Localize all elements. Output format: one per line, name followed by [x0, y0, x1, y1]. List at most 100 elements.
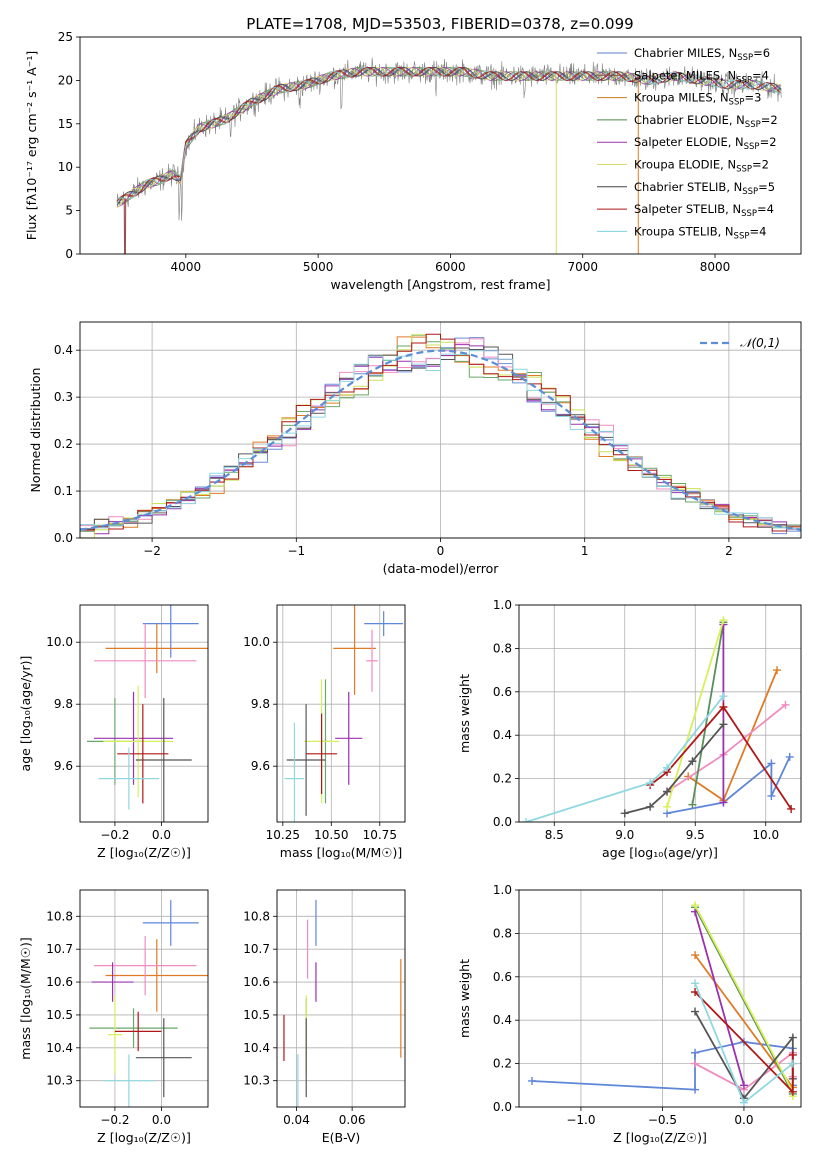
y-tick-label: 0.0 — [54, 531, 73, 545]
gaussian-reference-line — [80, 349, 801, 531]
x-axis-label: E(B-V) — [322, 1130, 361, 1145]
plus-marker — [663, 787, 672, 796]
y-tick-label: 10.5 — [46, 1008, 73, 1022]
axes-frame — [79, 321, 802, 539]
legend: Chabrier MILES, NSSP=6 Salpeter MILES, NS… — [597, 46, 778, 241]
y-tick-label: 1.0 — [493, 598, 512, 612]
x-tick-label: 0.0 — [734, 1113, 753, 1127]
age-vs-mass-panel: 10.25 10.50 10.75 9.6 9.8 10.0 mass [log₁₀(M/M… — [243, 604, 406, 860]
x-tick-label: 5000 — [303, 260, 334, 274]
axes-frame — [518, 889, 802, 1108]
y-tick-label: 0.6 — [493, 685, 512, 699]
x-tick-label: 0.0 — [152, 828, 171, 842]
plus-marker — [773, 666, 782, 675]
y-tick-label: 0.2 — [493, 772, 512, 786]
plus-marker — [739, 1098, 748, 1107]
x-tick-label: −1 — [287, 544, 305, 558]
x-tick-label: 0.06 — [339, 1113, 366, 1127]
legend-label: Chabrier MILES, NSSP=6 — [634, 46, 770, 63]
legend-label: Kroupa STELIB, NSSP=4 — [634, 224, 766, 241]
y-tick-label: 10.8 — [243, 909, 270, 923]
plot-area — [284, 605, 404, 822]
plus-marker — [646, 778, 655, 787]
y-tick-label: 0.4 — [54, 343, 73, 357]
plot-area — [89, 899, 208, 1107]
y-tick-label: 25 — [58, 30, 73, 44]
plus-marker — [719, 720, 728, 729]
legend-label: Chabrier ELODIE, NSSP=2 — [634, 113, 778, 130]
y-tick-label: 20 — [58, 73, 73, 87]
x-tick-label: −0.2 — [100, 828, 129, 842]
histogram-step-line — [80, 350, 801, 530]
plus-marker — [688, 757, 697, 766]
plus-marker — [719, 616, 728, 625]
y-tick-label: 0.2 — [493, 1057, 512, 1071]
y-axis-label: mass weight — [457, 674, 472, 753]
mass-weight-line — [624, 723, 725, 815]
x-axis-label: age [log₁₀(age/yr)] — [602, 845, 718, 860]
axes-frame — [276, 889, 406, 1108]
plus-marker — [663, 763, 672, 772]
x-tick-label: 7000 — [567, 260, 598, 274]
y-tick-label: 9.6 — [251, 759, 270, 773]
spectrum-panel: 4000 5000 6000 7000 8000 0 5 10 15 20 25 wavelength… — [24, 30, 802, 292]
y-tick-label: 10.7 — [243, 942, 270, 956]
x-tick-label: 10.50 — [314, 828, 348, 842]
y-tick-label: 0.4 — [493, 1013, 512, 1027]
plus-marker — [522, 818, 531, 822]
plus-marker — [691, 979, 700, 988]
plus-marker — [620, 809, 629, 818]
y-tick-label: 0.0 — [493, 1100, 512, 1114]
mass-weight-line — [694, 911, 745, 1086]
y-tick-label: 10.5 — [243, 1008, 270, 1022]
plus-marker — [787, 804, 796, 813]
x-tick-label: 6000 — [435, 260, 466, 274]
legend-label: Kroupa MILES, NSSP=3 — [634, 91, 761, 108]
y-tick-label: 9.8 — [251, 697, 270, 711]
plus-marker — [719, 692, 728, 701]
y-tick-label: 10.3 — [243, 1074, 270, 1088]
y-tick-label: 10.8 — [46, 909, 73, 923]
plus-marker — [788, 1050, 797, 1059]
x-tick-label: 2 — [725, 544, 733, 558]
y-tick-label: 0.2 — [54, 437, 73, 451]
legend-label: Salpeter MILES, NSSP=4 — [634, 68, 769, 85]
x-tick-label: 8000 — [700, 260, 731, 274]
plus-marker — [719, 702, 728, 711]
legend-label: Chabrier STELIB, NSSP=5 — [634, 180, 775, 197]
y-tick-label: 0.1 — [54, 484, 73, 498]
x-axis-label: wavelength [Angstrom, rest frame] — [330, 277, 550, 292]
y-tick-label: 9.8 — [54, 697, 73, 711]
plus-marker — [781, 700, 790, 709]
plus-marker — [688, 800, 697, 809]
x-tick-label: 10.0 — [752, 828, 779, 842]
y-axis-label: Flux [fλ10⁻¹⁷ erg cm⁻² s⁻¹ A⁻¹] — [24, 51, 39, 240]
x-tick-label: 9.5 — [686, 828, 705, 842]
y-tick-label: 10.0 — [46, 635, 73, 649]
plot-area — [522, 616, 796, 822]
plot-area — [80, 333, 801, 538]
x-tick-label: 0 — [437, 544, 445, 558]
y-axis-label: Normed distribution — [28, 368, 43, 493]
plus-marker — [646, 802, 655, 811]
x-axis-label: mass [log₁₀(M/M☉)] — [280, 845, 402, 860]
y-tick-label: 0.8 — [493, 641, 512, 655]
plus-marker — [785, 752, 794, 761]
plus-marker — [767, 791, 776, 800]
plot-area — [283, 899, 402, 1107]
y-tick-label: 9.6 — [54, 759, 73, 773]
axes-frame — [79, 889, 209, 1108]
plus-marker — [767, 759, 776, 768]
mass-vs-metallicity-panel: −0.2 0.0 10.3 10.4 10.5 10.6 10.7 10.8 Z [log₁₀(… — [18, 889, 209, 1145]
residual-histogram-panel: −2 −1 0 1 2 0.0 0.1 0.2 0.3 0.4 (data-model)/error… — [28, 321, 802, 576]
plus-marker — [719, 798, 728, 807]
plus-marker — [788, 1087, 797, 1096]
y-tick-label: 0.4 — [493, 728, 512, 742]
x-tick-label: −0.5 — [648, 1113, 677, 1127]
y-tick-label: 10.0 — [243, 635, 270, 649]
y-tick-label: 0.0 — [493, 815, 512, 829]
axes-frame — [79, 604, 209, 823]
age-vs-metallicity-panel: −0.2 0.0 9.6 9.8 10.0 Z [log₁₀(Z/Z☉)] age [log… — [18, 604, 209, 860]
plus-marker — [691, 1059, 700, 1068]
y-axis-label: mass weight — [457, 959, 472, 1038]
